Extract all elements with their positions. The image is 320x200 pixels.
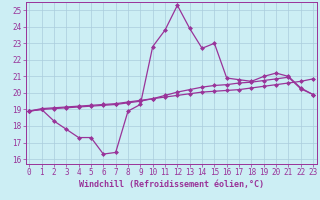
X-axis label: Windchill (Refroidissement éolien,°C): Windchill (Refroidissement éolien,°C) <box>79 180 264 189</box>
